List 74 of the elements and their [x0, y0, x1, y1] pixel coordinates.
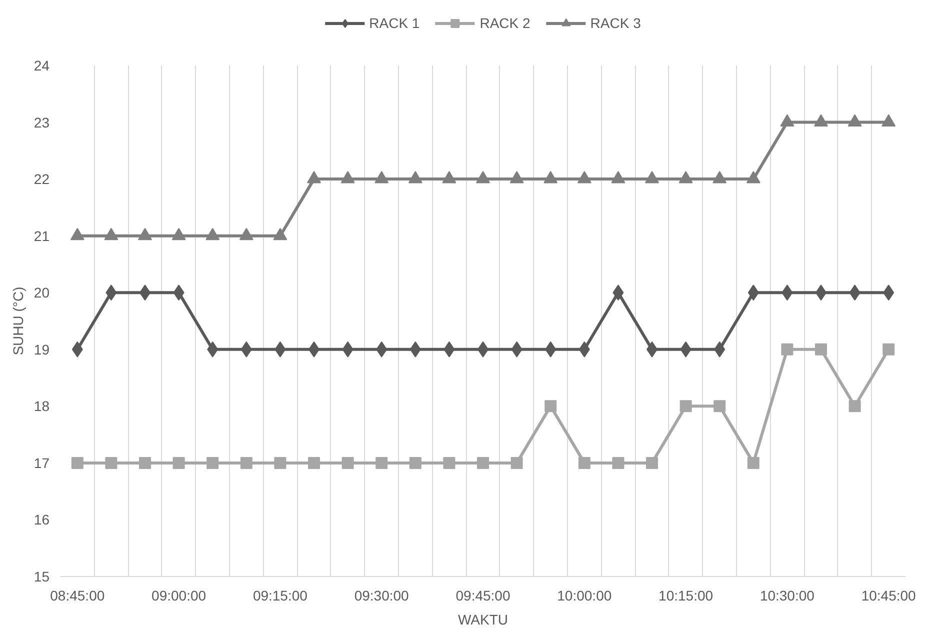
- point: [747, 456, 760, 469]
- point: [611, 171, 626, 184]
- point: [510, 456, 523, 469]
- point: [443, 456, 456, 469]
- x-tick-label: 10:45:00: [861, 588, 916, 604]
- y-tick-label: 19: [34, 341, 50, 358]
- legend-label: RACK 3: [590, 14, 641, 30]
- point: [206, 456, 219, 469]
- point: [240, 456, 252, 469]
- point: [476, 171, 490, 184]
- point: [882, 114, 896, 127]
- point: [678, 171, 693, 184]
- point: [848, 400, 861, 412]
- point: [172, 228, 186, 240]
- point: [408, 171, 422, 184]
- legend-label: RACK 2: [480, 14, 530, 30]
- x-tick-label: 09:30:00: [354, 588, 410, 604]
- point: [104, 228, 118, 240]
- x-axis-title: WAKTU: [458, 612, 508, 628]
- y-tick-label: 15: [34, 568, 50, 584]
- point: [577, 171, 592, 184]
- point: [172, 456, 185, 469]
- point: [105, 456, 118, 469]
- point: [578, 456, 590, 469]
- y-tick-label: 24: [34, 58, 50, 74]
- point: [70, 228, 84, 240]
- x-tick-label: 10:30:00: [760, 588, 815, 604]
- point: [544, 171, 558, 184]
- point: [781, 343, 794, 356]
- point: [374, 171, 389, 184]
- point: [308, 456, 320, 469]
- y-tick-label: 16: [34, 512, 50, 528]
- x-tick-label: 09:00:00: [152, 588, 206, 604]
- x-tick-label: 09:45:00: [456, 588, 510, 604]
- point: [848, 114, 862, 127]
- point: [815, 343, 827, 356]
- point: [712, 171, 727, 184]
- y-tick-label: 18: [34, 398, 50, 414]
- point: [680, 400, 692, 412]
- y-tick-label: 22: [34, 171, 50, 188]
- point: [814, 114, 828, 127]
- x-tick-label: 08:45:00: [50, 588, 105, 604]
- point: [307, 171, 321, 184]
- point: [746, 171, 760, 184]
- point: [239, 228, 254, 240]
- point: [71, 456, 84, 469]
- point: [612, 456, 624, 469]
- point: [477, 456, 489, 469]
- point: [376, 456, 388, 469]
- point: [882, 343, 895, 356]
- y-tick-label: 17: [34, 454, 50, 471]
- y-tick-label: 20: [34, 284, 50, 301]
- point: [206, 228, 220, 240]
- point: [340, 171, 355, 184]
- point: [714, 400, 726, 412]
- point: [510, 171, 524, 184]
- point: [645, 171, 659, 184]
- point: [409, 456, 422, 469]
- x-tick-label: 09:15:00: [252, 588, 308, 604]
- point: [780, 114, 794, 127]
- point: [646, 456, 658, 469]
- point: [274, 456, 286, 469]
- x-tick-label: 10:15:00: [658, 588, 714, 604]
- point: [442, 171, 456, 184]
- y-axis-title: SUHU (°C): [10, 286, 26, 356]
- point: [138, 228, 152, 240]
- point: [544, 400, 557, 412]
- y-tick-label: 21: [34, 228, 50, 244]
- x-tick-label: 10:00:00: [557, 588, 612, 604]
- point: [139, 456, 151, 469]
- y-tick-label: 23: [34, 114, 50, 130]
- point: [342, 456, 354, 469]
- point: [273, 228, 288, 240]
- legend-label: RACK 1: [369, 14, 420, 30]
